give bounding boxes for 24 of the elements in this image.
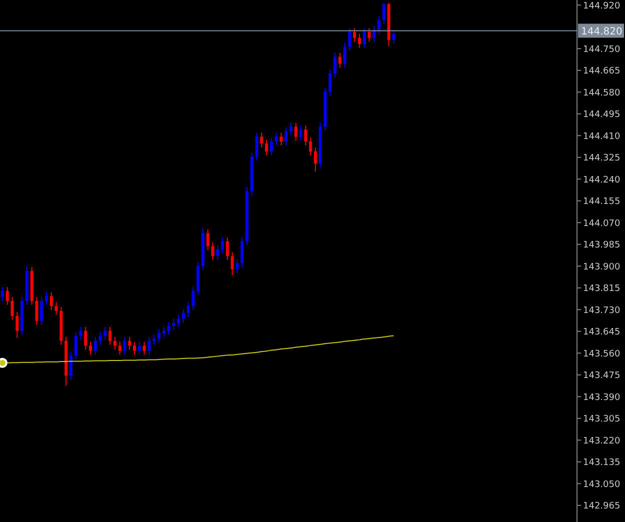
y-tick-label: 144.325 [583,154,620,164]
y-tick-label: 144.240 [583,175,620,186]
y-tick-label: 144.665 [583,66,620,77]
ref-line-label: 144.820 [581,26,622,38]
y-tick-label: 143.815 [583,284,620,294]
y-tick-label: 142.965 [583,502,620,512]
y-tick-label: 143.135 [583,458,620,468]
y-tick-label: 143.305 [583,414,620,425]
y-tick-label: 143.475 [583,371,620,382]
y-tick-label: 143.645 [583,328,620,338]
y-tick-label: 144.410 [583,132,620,142]
y-tick-label: 144.155 [583,197,620,208]
y-tick-label: 143.560 [583,349,620,360]
y-tick-label: 143.730 [583,306,620,316]
y-tick-label: 144.070 [583,218,620,229]
y-tick-label: 144.750 [583,44,620,55]
y-tick-label: 143.900 [583,262,620,272]
y-tick-label: 144.495 [583,110,620,120]
y-tick-label: 143.050 [583,480,620,490]
y-tick-label: 144.580 [583,88,620,98]
y-tick-label: 144.920 [583,1,620,12]
y-tick-label: 143.985 [583,240,620,251]
y-tick-label: 143.390 [583,392,620,403]
y-tick-label: 143.220 [583,436,620,446]
